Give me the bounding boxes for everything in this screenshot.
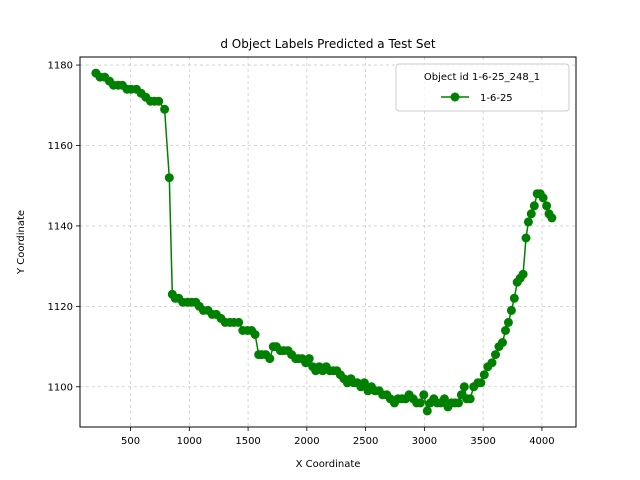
x-tick-label: 4000 bbox=[529, 436, 554, 447]
data-point bbox=[501, 326, 510, 335]
y-axis-label: Y Coordinate bbox=[16, 210, 27, 275]
data-point bbox=[459, 382, 469, 392]
axis-ticks: 500 1000 1500 2000 2500 3000 3500 4000 1100 1120 1… bbox=[48, 61, 555, 447]
data-point bbox=[542, 201, 552, 211]
x-tick-label: 3000 bbox=[412, 436, 437, 447]
data-point bbox=[439, 394, 449, 404]
x-axis-label: X Coordinate bbox=[296, 459, 361, 470]
legend: Object id 1-6-25_248_1 1-6-25 bbox=[395, 63, 570, 112]
data-point bbox=[521, 233, 531, 243]
data-point bbox=[526, 209, 536, 219]
data-point bbox=[419, 390, 429, 400]
data-point bbox=[476, 378, 486, 388]
plot-area-frame bbox=[79, 56, 577, 428]
x-tick-label: 2500 bbox=[353, 436, 378, 447]
x-tick-label: 2000 bbox=[294, 436, 319, 447]
y-tick-label: 1180 bbox=[48, 61, 73, 72]
x-tick-label: 3500 bbox=[470, 436, 495, 447]
data-point bbox=[487, 358, 497, 368]
data-point bbox=[304, 354, 314, 364]
x-tick-label: 500 bbox=[121, 436, 140, 447]
data-point bbox=[250, 330, 260, 339]
data-point bbox=[503, 317, 513, 327]
y-tick-label: 1160 bbox=[48, 141, 73, 152]
data-point bbox=[518, 269, 528, 279]
legend-box bbox=[395, 63, 570, 112]
data-point bbox=[265, 354, 275, 364]
data-series bbox=[91, 68, 557, 416]
data-point bbox=[529, 201, 539, 211]
data-point bbox=[359, 378, 369, 388]
data-point bbox=[422, 406, 432, 416]
data-point bbox=[523, 217, 533, 227]
y-tick-label: 1120 bbox=[48, 302, 73, 313]
data-point bbox=[415, 398, 425, 408]
data-point bbox=[154, 96, 164, 106]
data-point bbox=[509, 293, 519, 303]
data-point bbox=[234, 317, 244, 327]
legend-marker-swatch bbox=[450, 92, 460, 102]
legend-title: Object id 1-6-25_248_1 bbox=[424, 72, 540, 83]
x-tick-label: 1000 bbox=[177, 436, 202, 447]
data-point bbox=[491, 350, 500, 360]
chart-title: d Object Labels Predicted a Test Set bbox=[220, 37, 436, 51]
data-point bbox=[164, 173, 174, 183]
data-point bbox=[454, 398, 463, 408]
data-point bbox=[498, 338, 507, 347]
data-point bbox=[160, 104, 170, 114]
y-tick-label: 1100 bbox=[48, 382, 73, 393]
y-tick-label: 1140 bbox=[48, 221, 73, 232]
data-point bbox=[538, 193, 548, 203]
legend-series-label: 1-6-25 bbox=[480, 93, 513, 104]
x-tick-label: 1500 bbox=[235, 436, 260, 447]
data-point bbox=[465, 394, 475, 404]
data-point bbox=[479, 370, 489, 380]
data-point bbox=[506, 305, 516, 315]
data-point bbox=[547, 213, 557, 223]
